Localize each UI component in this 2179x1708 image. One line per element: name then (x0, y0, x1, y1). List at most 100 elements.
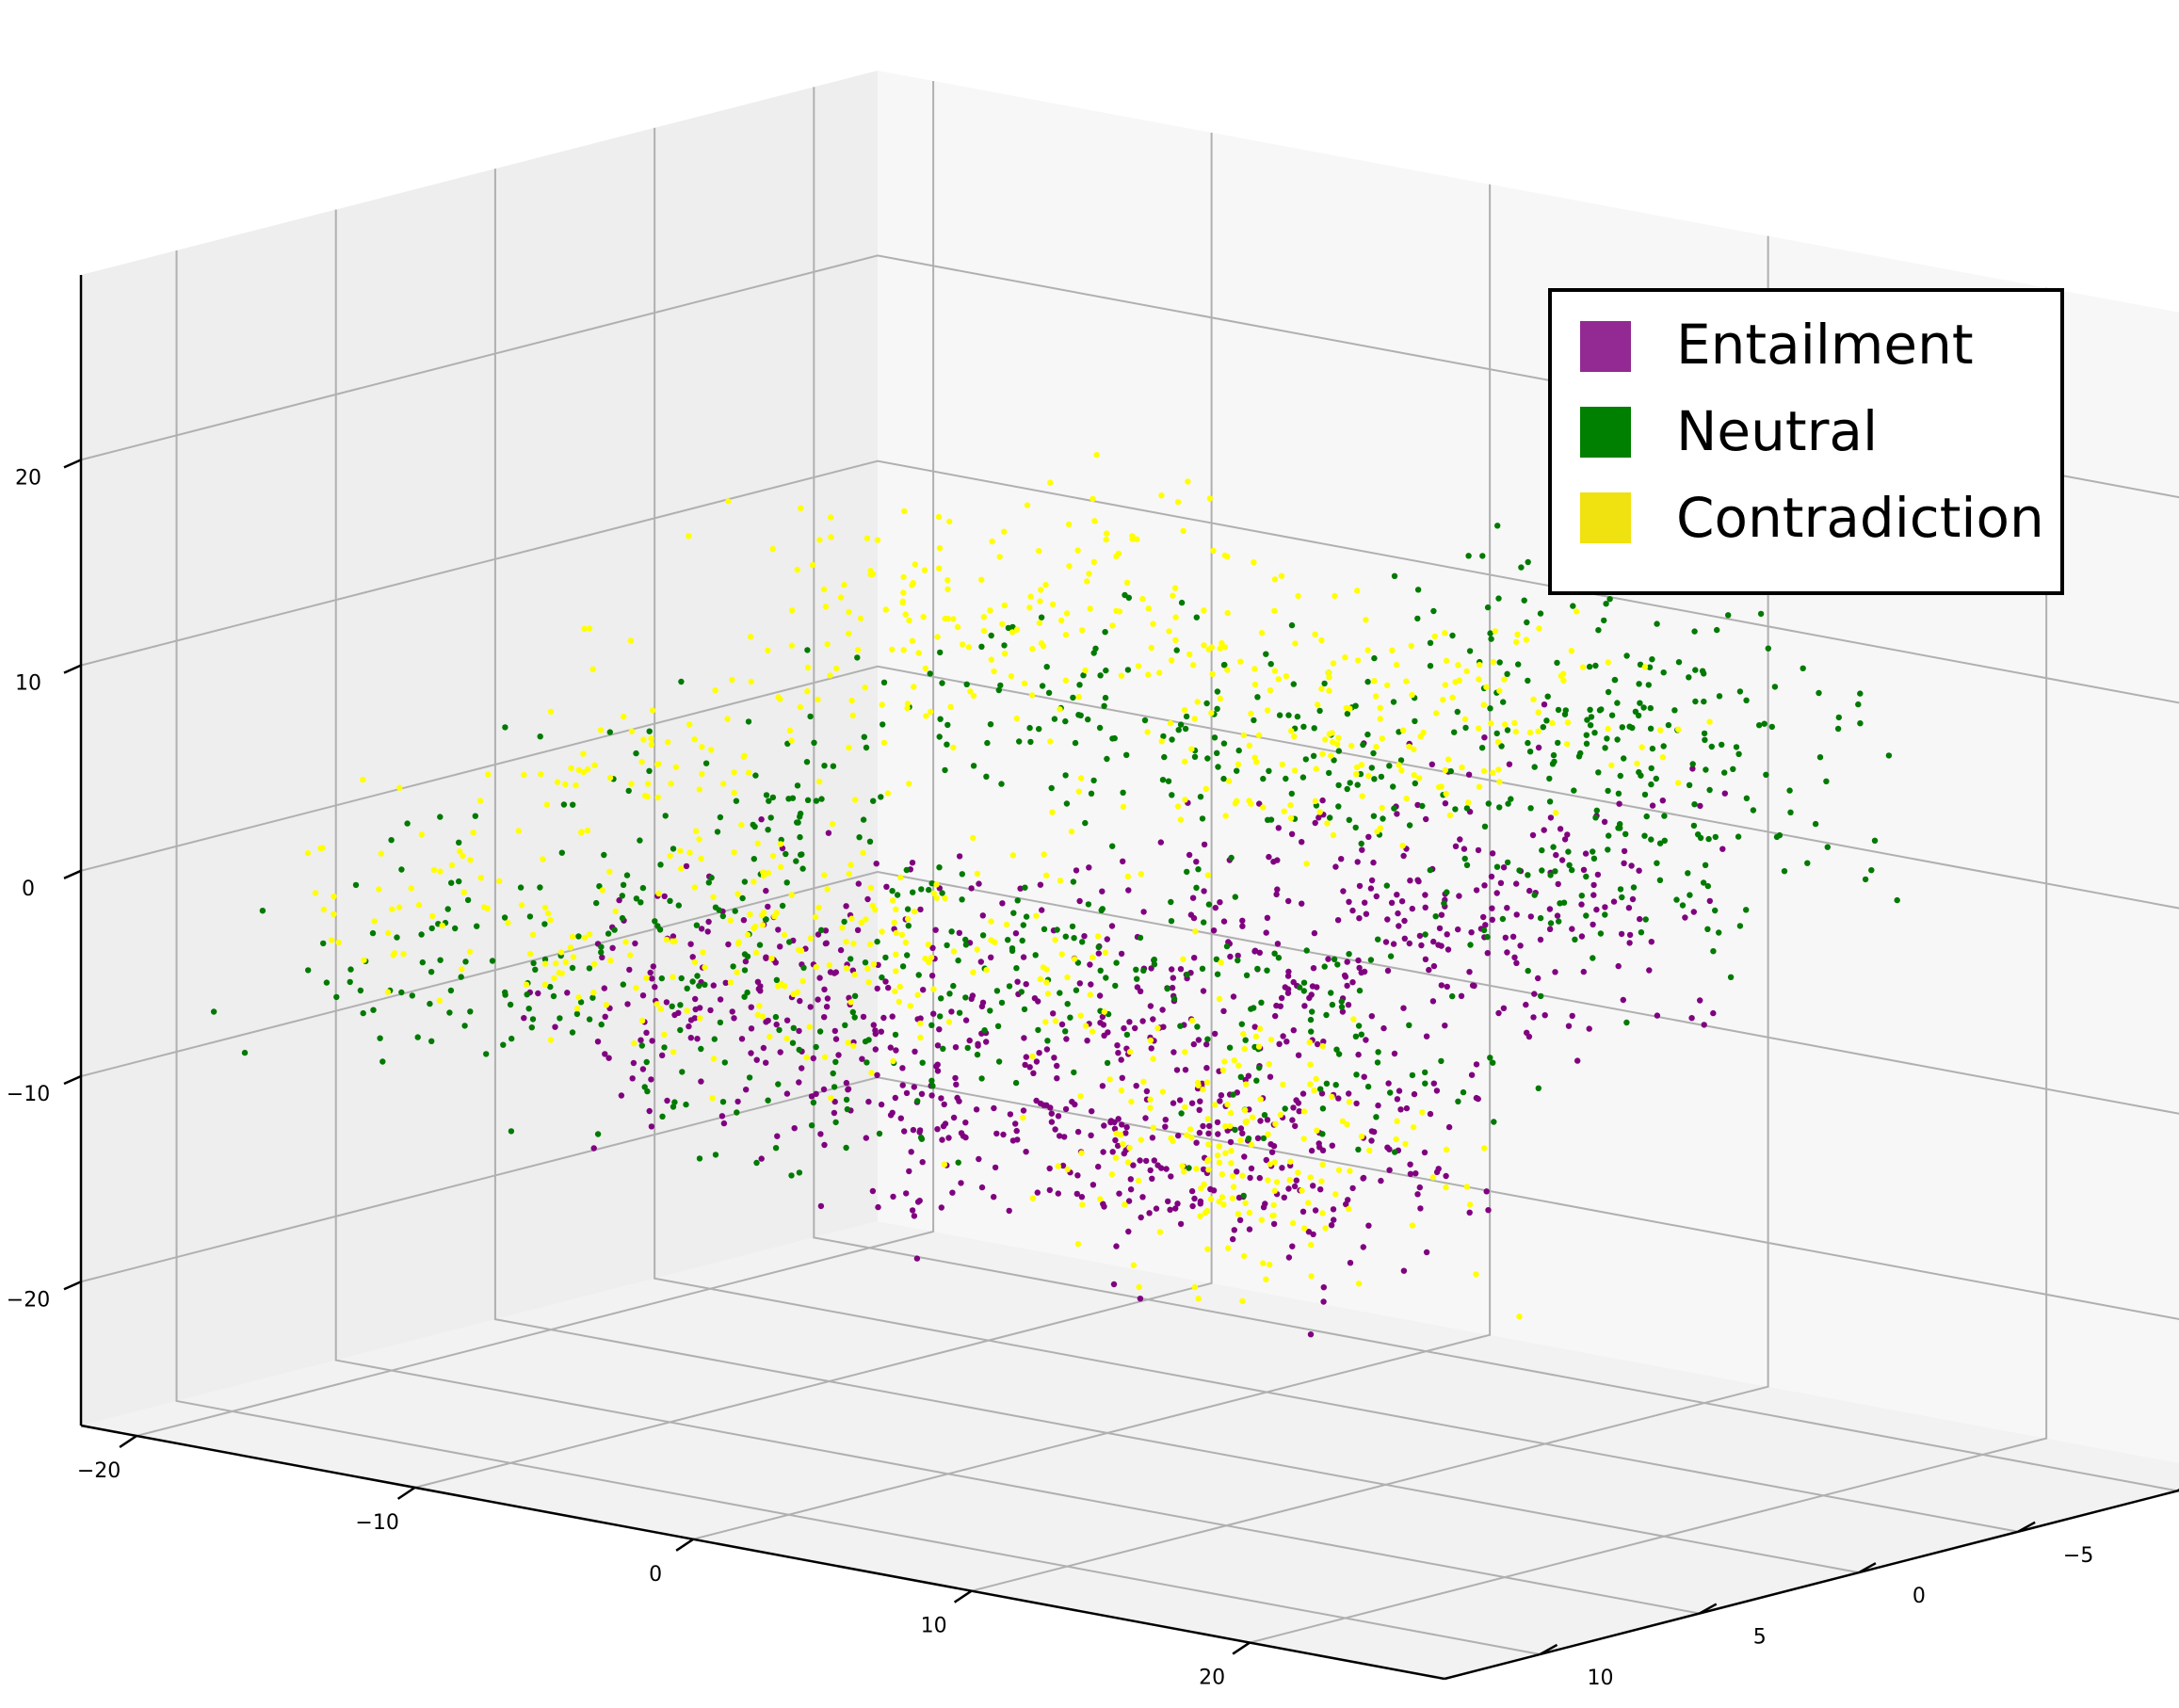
data-point (1163, 1166, 1170, 1172)
data-point (1421, 1149, 1428, 1156)
data-point (948, 928, 955, 935)
data-point (633, 985, 639, 991)
data-point (1692, 698, 1699, 705)
data-point (756, 942, 764, 948)
data-point (1648, 939, 1655, 945)
data-point (1320, 1039, 1327, 1045)
data-point (1392, 1149, 1398, 1155)
data-point (1335, 734, 1342, 741)
data-point (1588, 714, 1595, 720)
data-point (1191, 1283, 1199, 1291)
data-point (1075, 712, 1082, 718)
data-point (1197, 1098, 1203, 1104)
data-point (1396, 1088, 1403, 1094)
grid-line-x (1249, 287, 2048, 1644)
data-point (691, 736, 698, 743)
data-point (734, 969, 740, 975)
data-point (1727, 974, 1735, 981)
data-point (912, 561, 918, 568)
data-point (616, 896, 622, 904)
data-point (1206, 1122, 1213, 1130)
data-point (797, 833, 803, 841)
data-point (1182, 725, 1189, 733)
data-point (997, 682, 1004, 689)
data-point (1614, 700, 1621, 706)
data-point (1116, 608, 1123, 615)
data-point (1310, 1231, 1316, 1238)
data-point (848, 697, 855, 704)
data-point (958, 1130, 965, 1136)
data-point (452, 925, 459, 932)
data-point (1135, 1177, 1142, 1184)
data-point (1338, 998, 1346, 1005)
data-point (1618, 930, 1625, 938)
data-point (586, 965, 593, 972)
data-point (936, 565, 943, 572)
data-point (1208, 710, 1215, 717)
data-point (756, 1003, 763, 1009)
data-point (1178, 1110, 1185, 1117)
data-point (948, 1008, 955, 1015)
data-point (775, 927, 782, 933)
data-point (1355, 957, 1362, 964)
data-point (663, 936, 670, 943)
data-point (1220, 662, 1228, 669)
data-point (773, 976, 781, 984)
data-point (652, 984, 658, 991)
data-point (1118, 950, 1125, 958)
data-point (480, 904, 488, 910)
data-point (1526, 749, 1534, 755)
data-point (580, 750, 587, 757)
data-point (1541, 827, 1547, 833)
data-point (1041, 851, 1047, 858)
data-point (1287, 1158, 1294, 1165)
data-point (502, 991, 508, 998)
data-point (1367, 885, 1375, 892)
data-point (1537, 914, 1544, 922)
data-point (1329, 1093, 1335, 1101)
data-point (1258, 630, 1266, 636)
data-point (1602, 745, 1608, 751)
data-point (1463, 805, 1471, 812)
data-point (1036, 726, 1042, 733)
data-point (1139, 1194, 1146, 1200)
data-point (654, 923, 661, 929)
data-point (529, 931, 537, 938)
data-point (692, 995, 699, 1003)
data-point (1194, 699, 1201, 705)
data-point (1182, 1067, 1189, 1073)
data-point (1586, 663, 1593, 670)
data-point (1504, 859, 1511, 866)
data-point (1234, 798, 1240, 804)
data-point (1521, 597, 1527, 604)
data-point (917, 906, 924, 913)
data-point (1168, 918, 1175, 925)
data-point (1398, 766, 1405, 774)
data-point (1480, 927, 1488, 934)
data-point (1227, 1109, 1235, 1117)
data-point (1218, 959, 1224, 966)
data-point (1224, 667, 1231, 673)
data-point (540, 856, 546, 862)
data-point (1617, 825, 1623, 831)
data-point (1339, 1008, 1347, 1015)
data-point (975, 1040, 981, 1048)
data-point (1541, 701, 1548, 708)
data-point (1134, 975, 1140, 982)
data-point (686, 533, 692, 540)
data-point (1299, 900, 1305, 907)
data-point (937, 649, 944, 656)
data-point (698, 1045, 704, 1053)
data-point (1099, 906, 1106, 912)
data-point (1049, 809, 1056, 815)
data-point (1622, 830, 1629, 837)
data-point (1285, 1185, 1292, 1192)
data-point (1332, 1082, 1339, 1088)
data-point (598, 949, 605, 956)
data-point (1104, 530, 1110, 537)
data-point (1289, 1117, 1296, 1123)
data-point (1126, 1048, 1134, 1055)
data-point (942, 766, 948, 774)
data-point (928, 954, 935, 961)
data-point (1354, 657, 1362, 664)
